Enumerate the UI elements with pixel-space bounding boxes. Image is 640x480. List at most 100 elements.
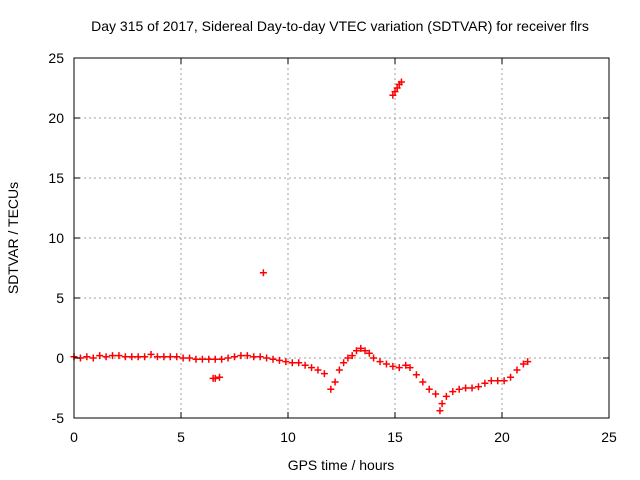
data-point [256,353,264,361]
data-point [102,353,110,361]
data-point [455,385,463,393]
x-axis-label: GPS time / hours [288,457,395,473]
data-point [160,353,168,361]
x-tick-label: 25 [601,429,617,445]
data-point [393,84,401,92]
data-point [389,362,397,370]
data-point [449,388,457,396]
data-point [192,355,200,363]
data-point [432,390,440,398]
data-point [128,353,136,361]
data-point [389,91,397,99]
data-point [419,378,427,386]
data-point [474,383,482,391]
data-point [263,354,271,362]
y-tick-label: 20 [48,110,64,126]
data-point [402,361,410,369]
data-point [218,355,226,363]
data-point [147,350,155,358]
data-point [115,352,123,360]
data-point [513,366,521,374]
data-point [500,377,508,385]
data-point [301,361,309,369]
data-point [494,377,502,385]
data-point [370,354,378,362]
data-point [308,364,316,372]
data-point [83,353,91,361]
data-point [231,353,238,361]
data-point [462,384,470,392]
data-point [211,355,219,363]
data-point [179,354,187,362]
data-point [519,360,527,368]
data-point [391,88,399,96]
data-point [352,347,360,355]
data-point [186,354,194,362]
data-point [224,354,232,362]
data-point [406,364,414,372]
data-point [121,353,129,361]
data-point [395,364,403,372]
data-point [109,352,117,360]
data-point [141,353,149,361]
data-point [89,354,97,362]
data-point [507,373,515,381]
data-point [288,359,296,367]
y-tick-label: 10 [48,230,64,246]
data-point [382,360,390,368]
x-tick-label: 0 [70,429,78,445]
data-point [487,377,495,385]
data-point [331,378,339,386]
data-point [335,366,343,374]
data-point [134,353,142,361]
data-point [327,385,335,393]
x-tick-label: 20 [494,429,510,445]
data-point [442,392,450,400]
data-point [412,371,420,379]
data-point [425,385,433,393]
data-point [348,352,356,360]
data-point [96,352,104,360]
data-point [436,407,444,415]
data-point [340,359,348,367]
data-point [295,359,303,367]
y-tick-label: 5 [56,290,64,306]
data-point [357,344,365,352]
data-point [216,373,224,381]
data-points [70,78,532,415]
y-tick-label: 25 [48,50,64,66]
y-tick-label: -5 [52,410,65,426]
data-point [397,78,405,86]
data-point [250,353,258,361]
data-point [205,355,213,363]
data-point [365,349,373,357]
data-point [166,353,174,361]
y-tick-label: 0 [56,350,64,366]
data-point [282,358,290,366]
data-point [468,384,476,392]
data-point [237,352,245,360]
data-point [259,269,267,277]
x-tick-label: 5 [177,429,185,445]
y-axis-label: SDTVAR / TECUs [5,182,21,294]
data-point [198,355,206,363]
data-point [344,354,352,362]
data-point [153,353,161,361]
data-point [211,374,219,382]
y-tick-label: 15 [48,170,64,186]
data-point [438,400,446,408]
data-point [481,379,489,387]
data-point [173,353,181,361]
data-point [269,355,277,363]
chart-title: Day 315 of 2017, Sidereal Day-to-day VTE… [91,18,589,34]
axis-ticks: 0 5 10 15 20 25 -5 0 5 10 15 20 25 [48,50,617,445]
data-point [275,356,283,364]
data-point [314,366,322,374]
x-tick-label: 15 [387,429,403,445]
data-point [361,347,369,355]
x-tick-label: 10 [280,429,296,445]
data-point [243,352,251,360]
data-point [320,370,328,378]
data-point [524,358,532,366]
